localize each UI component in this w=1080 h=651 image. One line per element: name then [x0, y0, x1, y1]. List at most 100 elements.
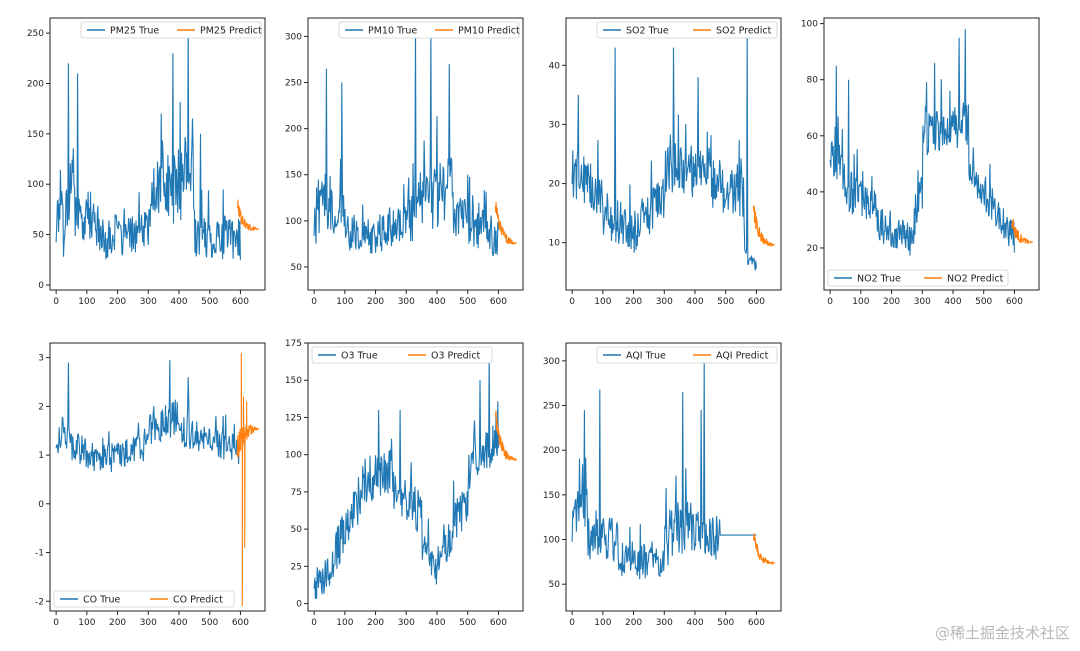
x-tick-label: 500	[717, 297, 734, 307]
x-tick-label: 600	[232, 297, 249, 307]
x-tick-label: 400	[686, 297, 703, 307]
y-tick-label: 30	[549, 120, 561, 130]
y-tick-label: 0	[38, 500, 44, 510]
y-tick-label: 100	[285, 451, 302, 461]
x-tick-label: 600	[748, 297, 765, 307]
legend-box	[827, 269, 1009, 287]
x-tick-label: 0	[569, 297, 575, 307]
y-tick-label: 80	[807, 76, 819, 86]
y-tick-label: 20	[549, 180, 561, 190]
plot-frame	[49, 342, 266, 612]
legend: O3 True O3 Predict	[311, 346, 493, 364]
y-tick-label: 60	[807, 132, 819, 142]
y-tick-label: 175	[285, 339, 302, 349]
x-tick-label: 0	[311, 618, 317, 628]
y-tick-label: 300	[543, 357, 560, 367]
x-tick-label: 300	[398, 618, 415, 628]
y-tick-label: 40	[807, 188, 819, 198]
legend: PM10 True PM10 Predict	[338, 21, 520, 39]
y-tick-label: 50	[549, 580, 561, 590]
x-tick-label: 100	[594, 618, 611, 628]
legend-label: AQI True	[626, 351, 666, 362]
series-line-predict	[752, 205, 776, 248]
y-tick-label: 200	[543, 446, 560, 456]
y-tick-label: 250	[27, 29, 44, 39]
x-tick-label: 600	[490, 618, 507, 628]
series-line-true	[55, 360, 241, 473]
series-line-true	[571, 29, 757, 271]
plot-frame	[307, 342, 524, 612]
x-tick-label: 0	[311, 297, 317, 307]
y-tick-label: -2	[35, 597, 44, 607]
legend-label: O3 True	[341, 351, 378, 362]
plot-frame	[823, 17, 1040, 291]
x-tick-label: 100	[78, 297, 95, 307]
x-tick-label: 100	[336, 297, 353, 307]
legend: AQI True AQI Predict	[596, 346, 778, 364]
legend-label: PM25 Predict	[200, 26, 262, 37]
legend: NO2 True NO2 Predict	[827, 269, 1009, 287]
x-tick-label: 400	[170, 618, 187, 628]
x-tick-label: 400	[944, 297, 961, 307]
x-tick-label: 400	[686, 618, 703, 628]
legend-label: PM10 Predict	[458, 26, 520, 37]
series-line-predict	[494, 202, 517, 246]
x-tick-label: 200	[367, 618, 384, 628]
legend-label: SO2 True	[626, 26, 669, 37]
x-tick-label: 600	[1006, 297, 1023, 307]
y-tick-label: 25	[291, 562, 302, 572]
x-tick-label: 500	[459, 297, 476, 307]
legend-box	[80, 21, 262, 39]
x-tick-label: 300	[398, 297, 415, 307]
panel-pm25: 0 100 200 300 400 500 600 0 50 100 150 200 250 PM25 T…	[27, 17, 266, 307]
y-tick-label: 0	[296, 600, 302, 610]
x-tick-label: 200	[625, 297, 642, 307]
series-line-true	[313, 350, 499, 599]
legend-label: SO2 Predict	[716, 26, 772, 37]
series-line-predict	[752, 533, 776, 566]
legend-label: CO True	[83, 595, 120, 606]
series-line-true	[571, 356, 757, 580]
y-tick-label: 0	[38, 281, 44, 291]
x-tick-label: 300	[140, 618, 157, 628]
x-tick-label: 200	[109, 618, 126, 628]
y-tick-label: 50	[291, 525, 303, 535]
x-tick-label: 200	[109, 297, 126, 307]
x-tick-label: 500	[459, 618, 476, 628]
legend-label: AQI Predict	[716, 351, 769, 362]
x-tick-label: 200	[625, 618, 642, 628]
x-tick-label: 500	[717, 618, 734, 628]
y-tick-label: 1	[38, 451, 44, 461]
x-tick-label: 0	[569, 618, 575, 628]
x-tick-label: 400	[428, 618, 445, 628]
legend-label: PM10 True	[368, 26, 417, 37]
y-tick-label: 125	[285, 413, 302, 423]
plot-frame	[49, 17, 266, 291]
y-tick-label: 250	[285, 79, 302, 89]
x-tick-label: 200	[367, 297, 384, 307]
series-line-true	[829, 29, 1015, 256]
x-tick-label: 0	[827, 297, 833, 307]
panel-o3: 0 100 200 300 400 500 600 0 25 50 75 100 125 150 175 O3…	[285, 339, 524, 628]
legend-box	[338, 21, 520, 39]
x-tick-label: 0	[53, 297, 59, 307]
plot-frame	[307, 17, 524, 291]
y-tick-label: 250	[543, 402, 560, 412]
x-tick-label: 400	[170, 297, 187, 307]
panel-co: 0 100 200 300 400 500 600 -2 -1 0 1 2 3 CO True CO Pre…	[35, 342, 266, 628]
x-tick-label: 400	[428, 297, 445, 307]
x-tick-label: 600	[490, 297, 507, 307]
watermark: @稀土掘金技术社区	[934, 624, 1070, 642]
legend-label: CO Predict	[173, 595, 223, 606]
legend-box	[53, 590, 235, 608]
y-tick-label: 100	[285, 217, 302, 227]
legend-label: NO2 Predict	[947, 274, 1004, 285]
y-tick-label: 3	[38, 354, 44, 364]
x-tick-label: 100	[852, 297, 869, 307]
x-tick-label: 100	[336, 618, 353, 628]
x-tick-label: 500	[201, 618, 218, 628]
series-line-predict	[236, 352, 260, 607]
legend: PM25 True PM25 Predict	[80, 21, 262, 39]
y-tick-label: 100	[543, 536, 560, 546]
